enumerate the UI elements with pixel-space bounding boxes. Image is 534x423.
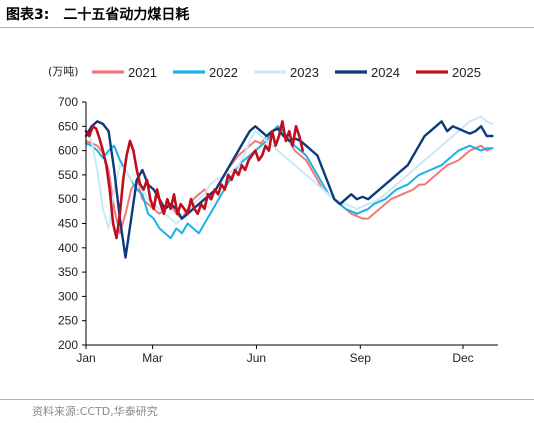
y-tick-label: 600 [58,144,78,158]
y-tick-label: 300 [58,289,78,303]
plot-area [84,115,494,259]
figure-title-text: 二十五省动力煤日耗 [63,7,190,23]
figure-title: 图表3: 二十五省动力煤日耗 [6,4,189,24]
y-tick-label: 450 [58,217,78,231]
figure-title-prefix: 图表3: [6,7,50,23]
y-tick-label: 700 [58,95,78,109]
legend: 2021 2022 2023 2024 2025 [92,65,481,80]
title-divider [0,27,534,28]
source-note: 资料来源:CCTD,华泰研究 [32,405,158,418]
x-tick-label: Mar [142,351,163,365]
x-tick-label: Jan [76,351,95,365]
legend-label-2021: 2021 [128,65,157,80]
line-chart: (万吨) 2021 2022 2023 2024 2025 200 250 300 350 40… [48,65,498,365]
x-tick-label: Dec [452,351,473,365]
y-tick-label: 400 [58,241,78,255]
legend-label-2024: 2024 [371,65,400,80]
y-tick-label: 650 [58,119,78,133]
y-tick-label: 200 [58,338,78,352]
x-tick-label: Jun [247,351,266,365]
legend-label-2022: 2022 [209,65,238,80]
series-line-2024 [84,120,494,259]
legend-label-2025: 2025 [452,65,481,80]
axes: 200 250 300 350 400 450 500 550 600 650 700 Jan Mar J… [58,95,498,365]
source-divider [0,399,534,400]
x-tick-label: Sep [350,351,372,365]
y-tick-label: 250 [58,314,78,328]
y-axis-unit-label: (万吨) [48,65,79,78]
series-line-2025 [84,120,305,240]
legend-label-2023: 2023 [290,65,319,80]
y-tick-label: 550 [58,168,78,182]
y-tick-label: 350 [58,265,78,279]
y-tick-label: 500 [58,192,78,206]
